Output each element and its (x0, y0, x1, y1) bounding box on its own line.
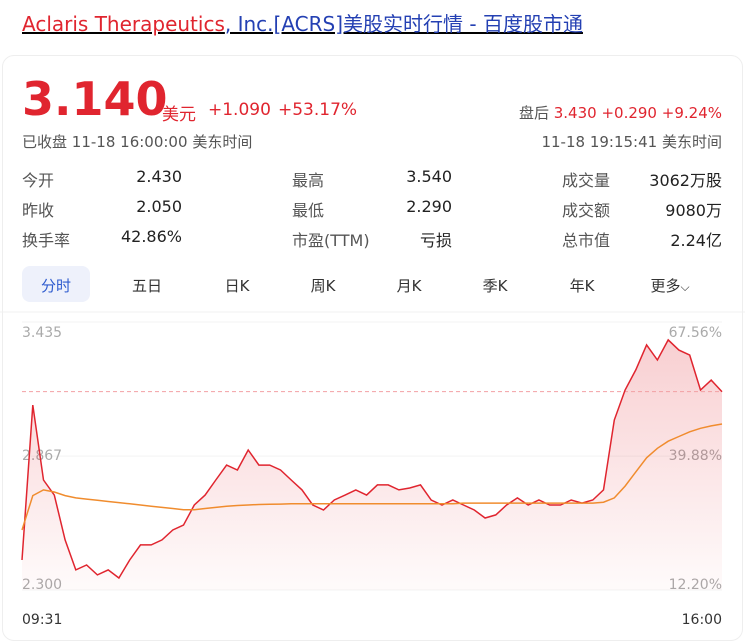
price: 3.140 (22, 72, 168, 126)
after-pct: +9.24% (661, 104, 722, 122)
after-hours: 盘后 3.430 +0.290 +9.24% (519, 102, 722, 123)
chevron[interactable]: ⌵ (680, 280, 690, 294)
title-link[interactable]: Aclaris Therapeutics, Inc.[ACRS]美股实时行情 -… (22, 8, 583, 37)
stat-label: 今开 (22, 171, 55, 190)
y-tick-label: 3.435 (22, 325, 62, 341)
after-price: 3.430 (553, 104, 597, 122)
stat-value: 2.24亿 (670, 231, 722, 250)
stat-value: 2.050 (136, 197, 182, 216)
stat-value: 2.290 (406, 197, 452, 216)
after-label: 盘后 (518, 104, 549, 122)
stat-label: 总市值 (562, 231, 611, 250)
stat-label: 最低 (292, 201, 325, 220)
after-change: +0.290 (601, 104, 657, 122)
tab[interactable]: 分时 (40, 277, 71, 295)
x-tick-label: 16:00 (682, 612, 722, 628)
change-pct: +53.17% (278, 100, 358, 120)
stat-value: 2.430 (136, 167, 182, 186)
stat-value: 3062万股 (649, 171, 722, 190)
stat-value: 3.540 (406, 167, 452, 186)
stat-value: 亏损 (419, 231, 452, 250)
tab[interactable]: 更多⌵ (650, 277, 690, 295)
x-tick-label: 09:31 (22, 612, 62, 628)
after-tz: 美东时间 (661, 133, 722, 151)
tab[interactable]: 五日 (131, 277, 162, 295)
tab[interactable]: 月K (396, 277, 422, 295)
stat-label: 最高 (292, 171, 325, 190)
y2-tick-label: 67.56% (669, 325, 722, 341)
stat-label: 换手率 (22, 231, 71, 250)
price-area (22, 339, 722, 590)
after-time-line: 11-18 19:15:41 美东时间 (541, 131, 722, 152)
stat-label: 成交额 (562, 201, 611, 220)
price-line (21, 338, 723, 580)
tab[interactable]: 日K (224, 277, 250, 295)
stat-label: 市盈(TTM) (292, 231, 370, 250)
currency: 美元 (162, 105, 196, 125)
change: +1.090 (208, 100, 271, 120)
title-name[interactable]: Aclaris Therapeutics (22, 12, 225, 36)
tab[interactable]: 季K (482, 277, 508, 295)
chart: 3.4352.8672.30067.56%39.88%12.20%09:3116… (0, 311, 745, 628)
stat-value: 42.86% (120, 227, 182, 246)
status-line: 已收盘 11-18 16:00:00 美东时间 (22, 131, 252, 152)
title-rest[interactable]: , Inc.[ACRS]美股实时行情 - 百度股市通 (224, 12, 583, 36)
tab[interactable]: 年K (569, 277, 595, 295)
status: 已收盘 (22, 133, 68, 151)
average-line (21, 423, 723, 531)
stat-label: 成交量 (562, 171, 611, 190)
tab-selected-bg (22, 266, 90, 302)
tab[interactable]: 周K (310, 277, 336, 295)
y-tick-label: 2.867 (22, 448, 62, 464)
stat-label: 昨收 (22, 201, 55, 220)
after-time: 11-18 19:15:41 (541, 133, 658, 151)
time: 11-18 16:00:00 (71, 133, 188, 151)
stat-value: 9080万 (665, 201, 722, 220)
tz: 美东时间 (192, 133, 253, 151)
